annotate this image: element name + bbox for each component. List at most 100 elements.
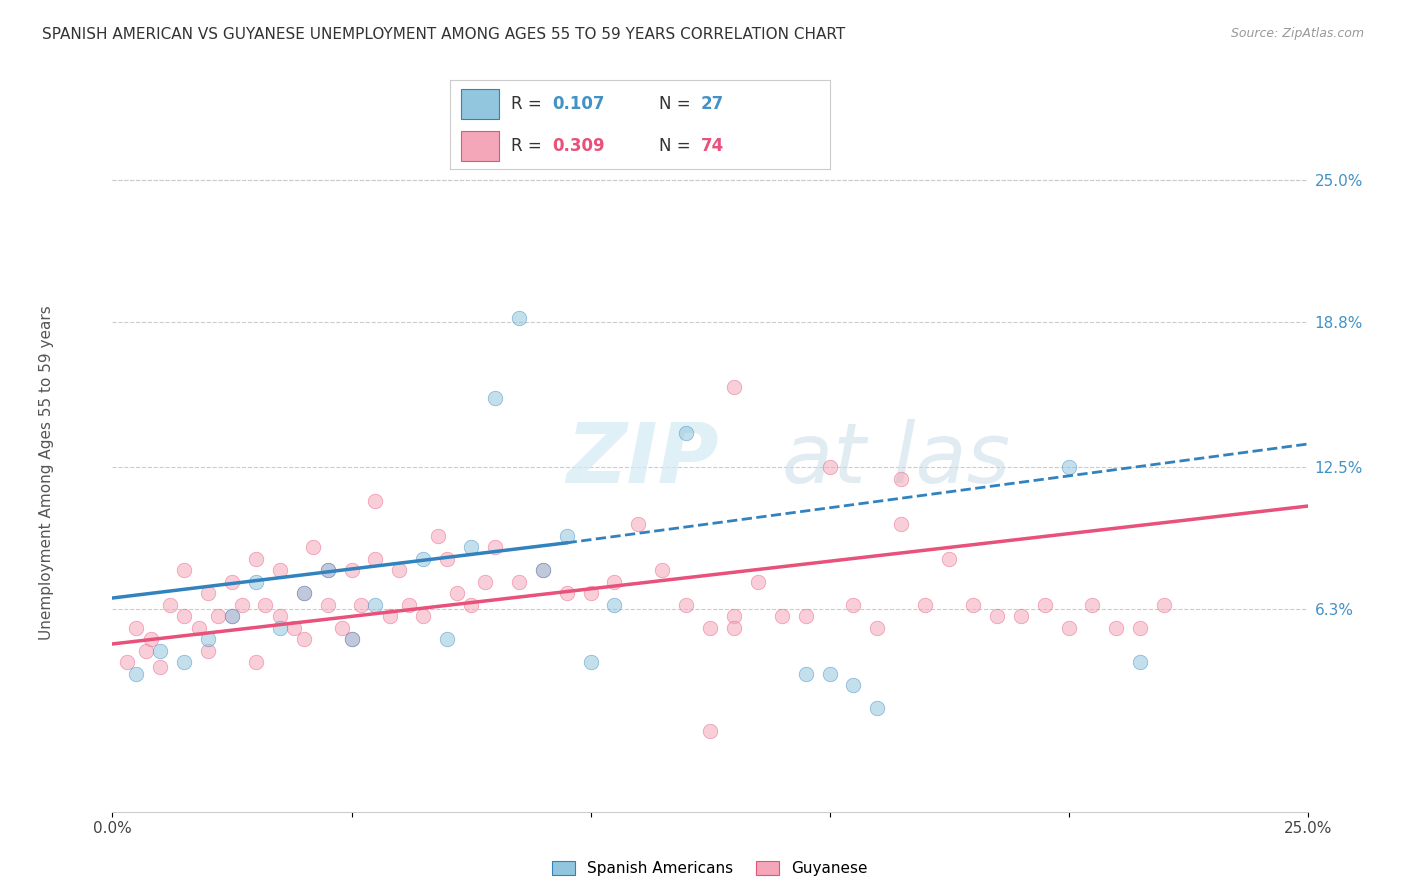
Point [115, 656, 138, 670]
Point [627, 517, 650, 532]
Bar [461, 89, 499, 119]
Point [675, 425, 697, 440]
Point [1105, 621, 1128, 635]
Point [135, 644, 157, 658]
Text: 27: 27 [700, 95, 724, 113]
Point [866, 621, 889, 635]
Text: Source: ZipAtlas.com: Source: ZipAtlas.com [1230, 27, 1364, 40]
Point [302, 541, 325, 555]
Point [794, 666, 817, 681]
Point [651, 563, 673, 577]
Point [364, 552, 387, 566]
Text: 0.107: 0.107 [553, 95, 605, 113]
Point [818, 460, 841, 475]
Point [221, 609, 243, 624]
Text: R =: R = [510, 136, 541, 155]
Point [378, 609, 401, 624]
Point [292, 586, 315, 600]
Point [207, 609, 229, 624]
Point [794, 609, 817, 624]
Point [555, 586, 578, 600]
Text: Unemployment Among Ages 55 to 59 years: Unemployment Among Ages 55 to 59 years [39, 305, 55, 640]
Point [254, 598, 277, 612]
Point [350, 598, 373, 612]
Point [316, 563, 339, 577]
Point [914, 598, 936, 612]
Point [364, 494, 387, 508]
Point [579, 586, 602, 600]
Point [269, 621, 291, 635]
Point [292, 586, 315, 600]
Point [675, 598, 697, 612]
Point [842, 678, 865, 692]
Point [484, 541, 506, 555]
Point [159, 598, 181, 612]
Point [221, 609, 243, 624]
Point [316, 563, 339, 577]
Point [340, 632, 363, 647]
Point [1057, 460, 1080, 475]
Bar [461, 131, 499, 161]
Text: ZIP: ZIP [567, 418, 720, 500]
Point [723, 379, 745, 393]
Point [460, 598, 482, 612]
Point [962, 598, 984, 612]
Text: at las: at las [782, 418, 1010, 500]
Point [484, 391, 506, 405]
Text: N =: N = [658, 136, 690, 155]
Legend: Spanish Americans, Guyanese: Spanish Americans, Guyanese [546, 855, 875, 882]
Point [436, 552, 458, 566]
Point [555, 529, 578, 543]
Point [723, 621, 745, 635]
Point [364, 598, 387, 612]
Point [221, 574, 243, 589]
Point [269, 609, 291, 624]
Point [316, 598, 339, 612]
Point [149, 660, 172, 674]
Point [412, 552, 434, 566]
Point [426, 529, 449, 543]
Point [508, 310, 530, 325]
Point [866, 701, 889, 715]
Point [125, 666, 148, 681]
Point [388, 563, 411, 577]
Point [474, 574, 496, 589]
Point [187, 621, 209, 635]
Text: N =: N = [658, 95, 690, 113]
Point [197, 586, 219, 600]
Point [460, 541, 482, 555]
Point [723, 609, 745, 624]
Point [699, 724, 721, 739]
Point [1010, 609, 1032, 624]
Point [139, 632, 162, 647]
Point [890, 517, 912, 532]
Point [508, 574, 530, 589]
Point [1129, 656, 1152, 670]
Point [890, 471, 912, 485]
Point [818, 666, 841, 681]
Point [340, 563, 363, 577]
Point [1057, 621, 1080, 635]
Point [412, 609, 434, 624]
Point [986, 609, 1008, 624]
Text: 0.309: 0.309 [553, 136, 605, 155]
Point [173, 563, 195, 577]
Point [579, 656, 602, 670]
Point [245, 574, 267, 589]
Point [747, 574, 769, 589]
Point [842, 598, 865, 612]
Point [1129, 621, 1152, 635]
Point [1081, 598, 1104, 612]
Point [446, 586, 468, 600]
Point [770, 609, 793, 624]
Point [245, 552, 267, 566]
Point [340, 632, 363, 647]
Point [603, 598, 626, 612]
Point [197, 632, 219, 647]
Point [531, 563, 554, 577]
Point [269, 563, 291, 577]
Text: SPANISH AMERICAN VS GUYANESE UNEMPLOYMENT AMONG AGES 55 TO 59 YEARS CORRELATION : SPANISH AMERICAN VS GUYANESE UNEMPLOYMEN… [42, 27, 845, 42]
Point [245, 656, 267, 670]
Point [1153, 598, 1175, 612]
Text: R =: R = [510, 95, 541, 113]
